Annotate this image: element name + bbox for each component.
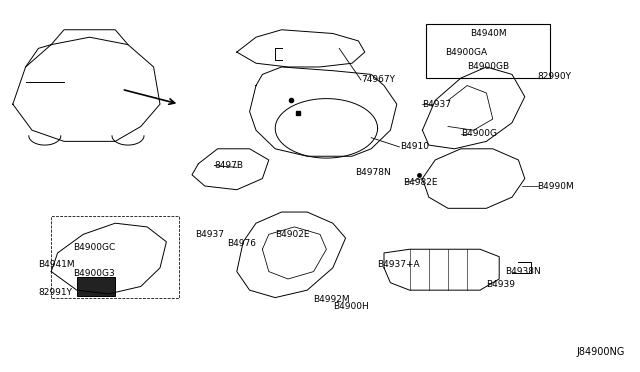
Text: B4900GC: B4900GC bbox=[74, 243, 116, 252]
Text: B4978N: B4978N bbox=[355, 169, 391, 177]
Bar bbox=[77, 277, 115, 296]
Text: B4900G: B4900G bbox=[461, 129, 497, 138]
Text: 82991Y: 82991Y bbox=[38, 288, 72, 296]
Text: 82990Y: 82990Y bbox=[538, 72, 572, 81]
Text: B4938N: B4938N bbox=[506, 267, 541, 276]
Text: B4937: B4937 bbox=[422, 100, 451, 109]
Text: B4900GB: B4900GB bbox=[467, 62, 509, 71]
Text: 8497B: 8497B bbox=[214, 161, 243, 170]
Text: B4937+A: B4937+A bbox=[378, 260, 420, 269]
Text: B4937: B4937 bbox=[195, 230, 224, 239]
Text: B4900GA: B4900GA bbox=[445, 48, 487, 57]
Text: B4992M: B4992M bbox=[314, 295, 350, 304]
Text: B4982E: B4982E bbox=[403, 178, 438, 187]
Text: B4900G3: B4900G3 bbox=[74, 269, 115, 278]
Text: B4939: B4939 bbox=[486, 280, 515, 289]
Text: B4940M: B4940M bbox=[470, 29, 507, 38]
Text: B4900H: B4900H bbox=[333, 302, 369, 311]
Text: 74967Y: 74967Y bbox=[362, 76, 396, 84]
Text: B4990M: B4990M bbox=[538, 182, 574, 190]
Text: B4902E: B4902E bbox=[275, 230, 310, 239]
Text: B4941M: B4941M bbox=[38, 260, 75, 269]
Text: J84900NG: J84900NG bbox=[576, 347, 625, 356]
Text: B4910: B4910 bbox=[400, 142, 429, 151]
Text: B4976: B4976 bbox=[227, 239, 256, 248]
